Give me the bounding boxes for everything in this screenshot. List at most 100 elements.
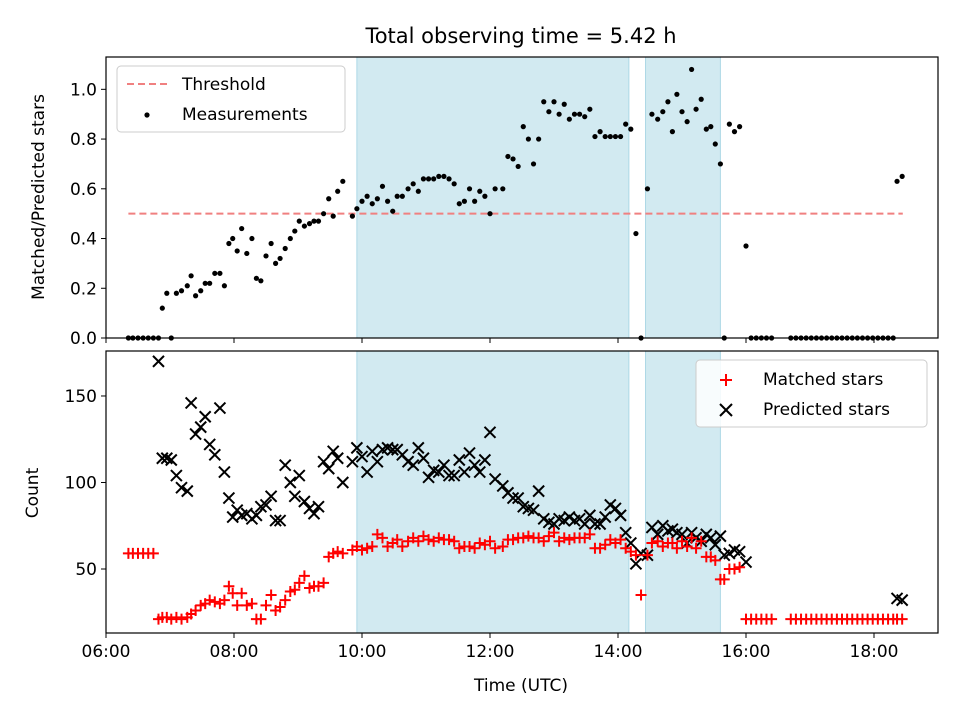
measurement-point bbox=[633, 230, 639, 237]
measurement-point bbox=[472, 198, 478, 204]
predicted-star-point bbox=[331, 452, 344, 465]
measurement-point bbox=[202, 280, 208, 286]
predicted-star-point bbox=[360, 465, 374, 479]
predicted-star-point bbox=[442, 469, 456, 482]
x-tick-label: 16:00 bbox=[722, 642, 771, 662]
top-legend: Threshold Measurements bbox=[116, 65, 346, 133]
measurement-point bbox=[178, 288, 185, 294]
measurement-point bbox=[530, 161, 537, 167]
y-tick-label: 0.4 bbox=[70, 230, 97, 250]
measurement-point bbox=[385, 198, 391, 204]
predicted-star-point bbox=[739, 555, 753, 569]
predicted-star-point bbox=[322, 462, 335, 475]
legend-predicted-swatch bbox=[719, 403, 733, 417]
matched-star-point bbox=[474, 537, 486, 549]
measurement-point bbox=[188, 273, 194, 279]
predicted-star-point bbox=[412, 441, 425, 455]
measurement-point bbox=[277, 255, 283, 262]
measurement-point bbox=[679, 109, 685, 115]
matched-star-point bbox=[896, 613, 908, 625]
y-tick-label: 0.2 bbox=[70, 279, 97, 299]
legend-matched-swatch bbox=[720, 374, 732, 386]
measurement-point bbox=[628, 126, 634, 132]
matched-star-point bbox=[522, 530, 534, 542]
measurement-point bbox=[698, 96, 704, 102]
predicted-star-point bbox=[336, 476, 350, 489]
predicted-star-point bbox=[473, 465, 486, 479]
measurement-point bbox=[894, 178, 900, 184]
measurement-point bbox=[446, 176, 452, 182]
matched-star-point bbox=[563, 534, 575, 546]
measurement-point bbox=[899, 173, 905, 179]
measurement-point bbox=[649, 111, 655, 117]
predicted-star-point bbox=[709, 538, 722, 551]
measurement-point bbox=[674, 91, 680, 97]
y-tick-label: 0.0 bbox=[70, 329, 97, 349]
predicted-star-point bbox=[629, 557, 643, 571]
measurement-point bbox=[546, 109, 552, 115]
measurement-point bbox=[592, 133, 598, 140]
measurement-point bbox=[173, 290, 179, 296]
predicted-star-point bbox=[437, 458, 451, 472]
predicted-star-point bbox=[583, 509, 597, 522]
matched-star-point bbox=[223, 580, 235, 592]
predicted-star-point bbox=[317, 455, 330, 468]
predicted-star-point bbox=[203, 438, 216, 451]
measurement-point bbox=[369, 201, 375, 207]
measurement-point bbox=[326, 196, 332, 202]
measurement-point bbox=[394, 193, 400, 199]
matched-star-point bbox=[147, 547, 159, 559]
measurement-point bbox=[349, 213, 355, 219]
predicted-star-point bbox=[506, 491, 520, 505]
top-x-ticks bbox=[105, 338, 875, 343]
measurement-point bbox=[665, 99, 671, 105]
measurement-point bbox=[268, 240, 274, 247]
measurement-point bbox=[239, 225, 245, 232]
matched-stars-series bbox=[122, 527, 908, 625]
matched-star-point bbox=[584, 528, 596, 540]
measurement-point bbox=[536, 136, 542, 142]
predicted-star-point bbox=[278, 458, 292, 472]
predicted-star-point bbox=[284, 476, 297, 489]
measurement-point bbox=[597, 129, 603, 135]
measurement-point bbox=[273, 260, 279, 266]
measurement-point bbox=[461, 198, 467, 204]
matched-star-point bbox=[361, 542, 373, 554]
predicted-star-point bbox=[478, 453, 492, 467]
measurement-point bbox=[287, 235, 293, 242]
measurement-point bbox=[249, 235, 255, 242]
measurement-point bbox=[207, 280, 213, 286]
y-tick-label: 1.0 bbox=[70, 80, 97, 100]
matched-star-point bbox=[231, 599, 243, 611]
measurement-point bbox=[399, 193, 405, 199]
predicted-star-point bbox=[152, 355, 165, 368]
predicted-star-point bbox=[511, 491, 525, 505]
predicted-star-point bbox=[298, 495, 311, 508]
y-tick-label: 0.8 bbox=[70, 130, 97, 150]
predicted-star-point bbox=[312, 500, 325, 513]
measurement-point bbox=[689, 66, 695, 73]
matched-star-point bbox=[538, 535, 550, 547]
matched-star-point bbox=[274, 601, 286, 613]
predicted-star-point bbox=[386, 443, 399, 456]
measurement-point bbox=[253, 275, 259, 281]
legend-matched-label: Matched stars bbox=[763, 370, 883, 390]
measurement-point bbox=[425, 176, 432, 182]
matched-star-point bbox=[209, 596, 221, 608]
measurement-point bbox=[510, 156, 516, 162]
legend-measurements-swatch bbox=[144, 112, 150, 118]
measurement-point bbox=[431, 176, 437, 182]
matched-star-point bbox=[298, 570, 310, 582]
matched-star-point bbox=[190, 605, 202, 617]
measurement-point bbox=[374, 196, 380, 202]
measurement-point bbox=[436, 173, 442, 179]
predicted-star-point bbox=[714, 529, 727, 543]
measurement-point bbox=[520, 124, 526, 130]
measurement-point bbox=[669, 129, 676, 135]
x-tick-label: 14:00 bbox=[594, 642, 643, 662]
predicted-star-point bbox=[175, 481, 188, 494]
measurement-point bbox=[712, 141, 718, 147]
matched-star-point bbox=[204, 594, 216, 606]
measurement-point bbox=[655, 116, 661, 122]
